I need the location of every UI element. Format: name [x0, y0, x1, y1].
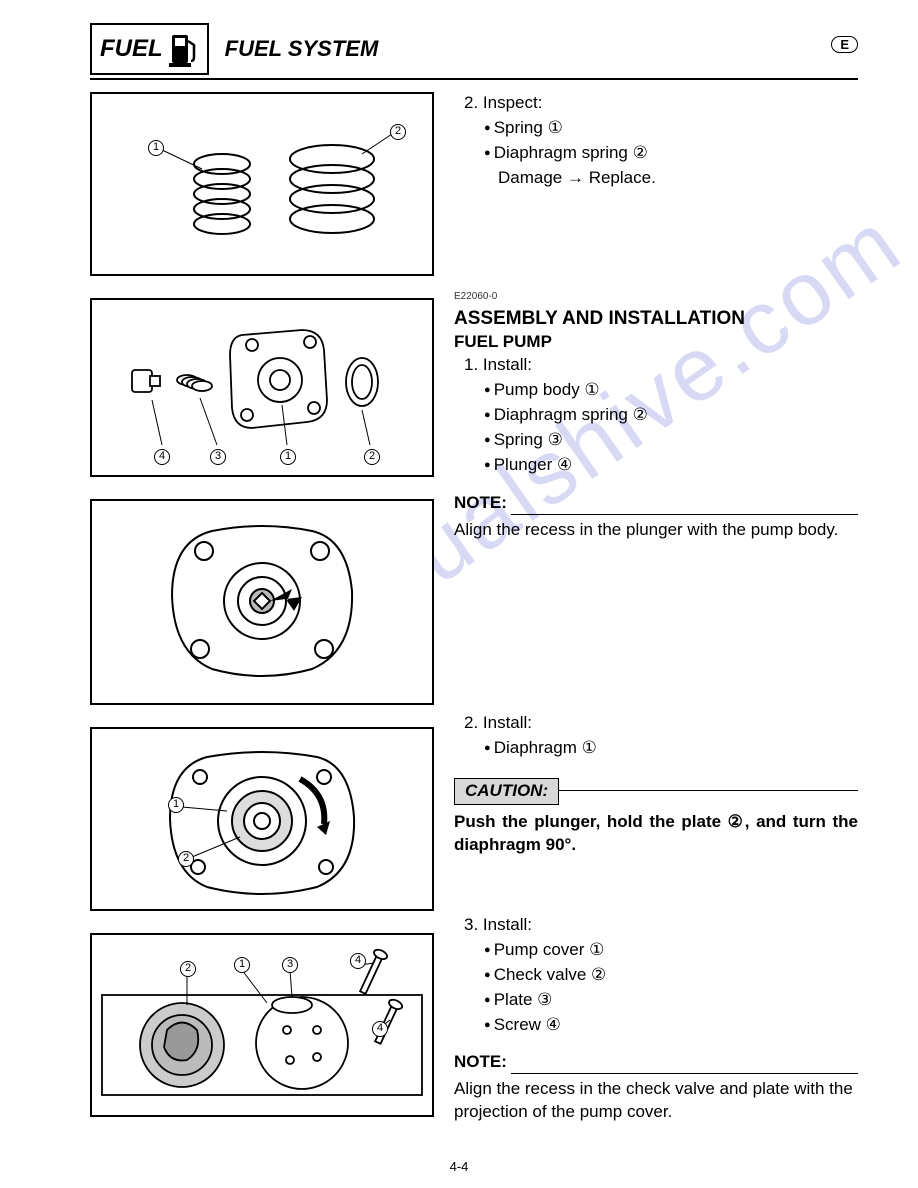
figure-pump-exploded: 4 3 1 2: [90, 298, 434, 477]
callout-2: 2: [178, 851, 194, 867]
note2-text: Align the recess in the check valve and …: [454, 1078, 858, 1124]
text-column: 2. Inspect: Spring ① Diaphragm spring ② …: [454, 92, 858, 1124]
figure-springs: 1 2: [90, 92, 434, 276]
inspect-item-1: Spring ①: [484, 117, 858, 140]
language-badge: E: [831, 36, 858, 53]
callout-3: 3: [282, 957, 298, 973]
assembly-subtitle: FUEL PUMP: [454, 331, 858, 354]
install2-items: Diaphragm ①: [484, 737, 858, 760]
install2-item-1: Diaphragm ①: [484, 737, 858, 760]
assembly-item-3: Spring ③: [484, 429, 858, 452]
assembly-items: Pump body ① Diaphragm spring ② Spring ③ …: [484, 379, 858, 477]
inspect-items: Spring ① Diaphragm spring ②: [484, 117, 858, 165]
assembly-item-4: Plunger ④: [484, 454, 858, 477]
page-header: FUEL FUEL SYSTEM E: [90, 20, 858, 80]
callout-1: 1: [234, 957, 250, 973]
install2-step: 2. Install:: [464, 712, 858, 735]
callout-1: 1: [280, 449, 296, 465]
caution-label: CAUTION:: [454, 778, 559, 805]
assembly-step: 1. Install:: [464, 354, 858, 377]
callout-2: 2: [364, 449, 380, 465]
callout-1: 1: [148, 140, 164, 156]
figures-column: 1 2: [90, 92, 430, 1124]
assembly-title: ASSEMBLY AND INSTALLATION: [454, 306, 858, 332]
install3-item-4: Screw ④: [484, 1014, 858, 1037]
inspect-item-2: Diaphragm spring ②: [484, 142, 858, 165]
callout-4: 4: [154, 449, 170, 465]
install3-item-2: Check valve ②: [484, 964, 858, 987]
callout-4b: 4: [372, 1021, 388, 1037]
install3-item-1: Pump cover ①: [484, 939, 858, 962]
note2-label: NOTE:: [454, 1051, 507, 1074]
chapter-tag-label: FUEL: [100, 35, 163, 63]
page-number: 4-4: [0, 1159, 918, 1174]
callout-1: 1: [168, 797, 184, 813]
install3-items: Pump cover ① Check valve ② Plate ③ Screw…: [484, 939, 858, 1037]
assembly-item-1: Pump body ①: [484, 379, 858, 402]
section-title: FUEL SYSTEM: [225, 36, 379, 62]
callout-2: 2: [390, 124, 406, 140]
assembly-ref: E22060-0: [454, 290, 858, 304]
install3-step: 3. Install:: [464, 914, 858, 937]
install3-item-3: Plate ③: [484, 989, 858, 1012]
fuel-pump-icon: [169, 31, 199, 67]
assembly-item-2: Diaphragm spring ②: [484, 404, 858, 427]
inspect-note: Damage → Replace.: [498, 167, 858, 190]
figure-diaphragm-install: 1 2: [90, 727, 434, 911]
callout-2: 2: [180, 961, 196, 977]
note1-label: NOTE:: [454, 492, 507, 515]
inspect-step: 2. Inspect:: [464, 92, 858, 115]
callout-4: 4: [350, 953, 366, 969]
note1-text: Align the recess in the plunger with the…: [454, 519, 858, 542]
figure-pump-body-recess: [90, 499, 434, 705]
caution-text: Push the plunger, hold the plate ②, and …: [454, 811, 858, 857]
figure-cover-assembly: 2 1 3 4 4: [90, 933, 434, 1117]
chapter-tag-box: FUEL: [90, 23, 209, 75]
callout-3: 3: [210, 449, 226, 465]
